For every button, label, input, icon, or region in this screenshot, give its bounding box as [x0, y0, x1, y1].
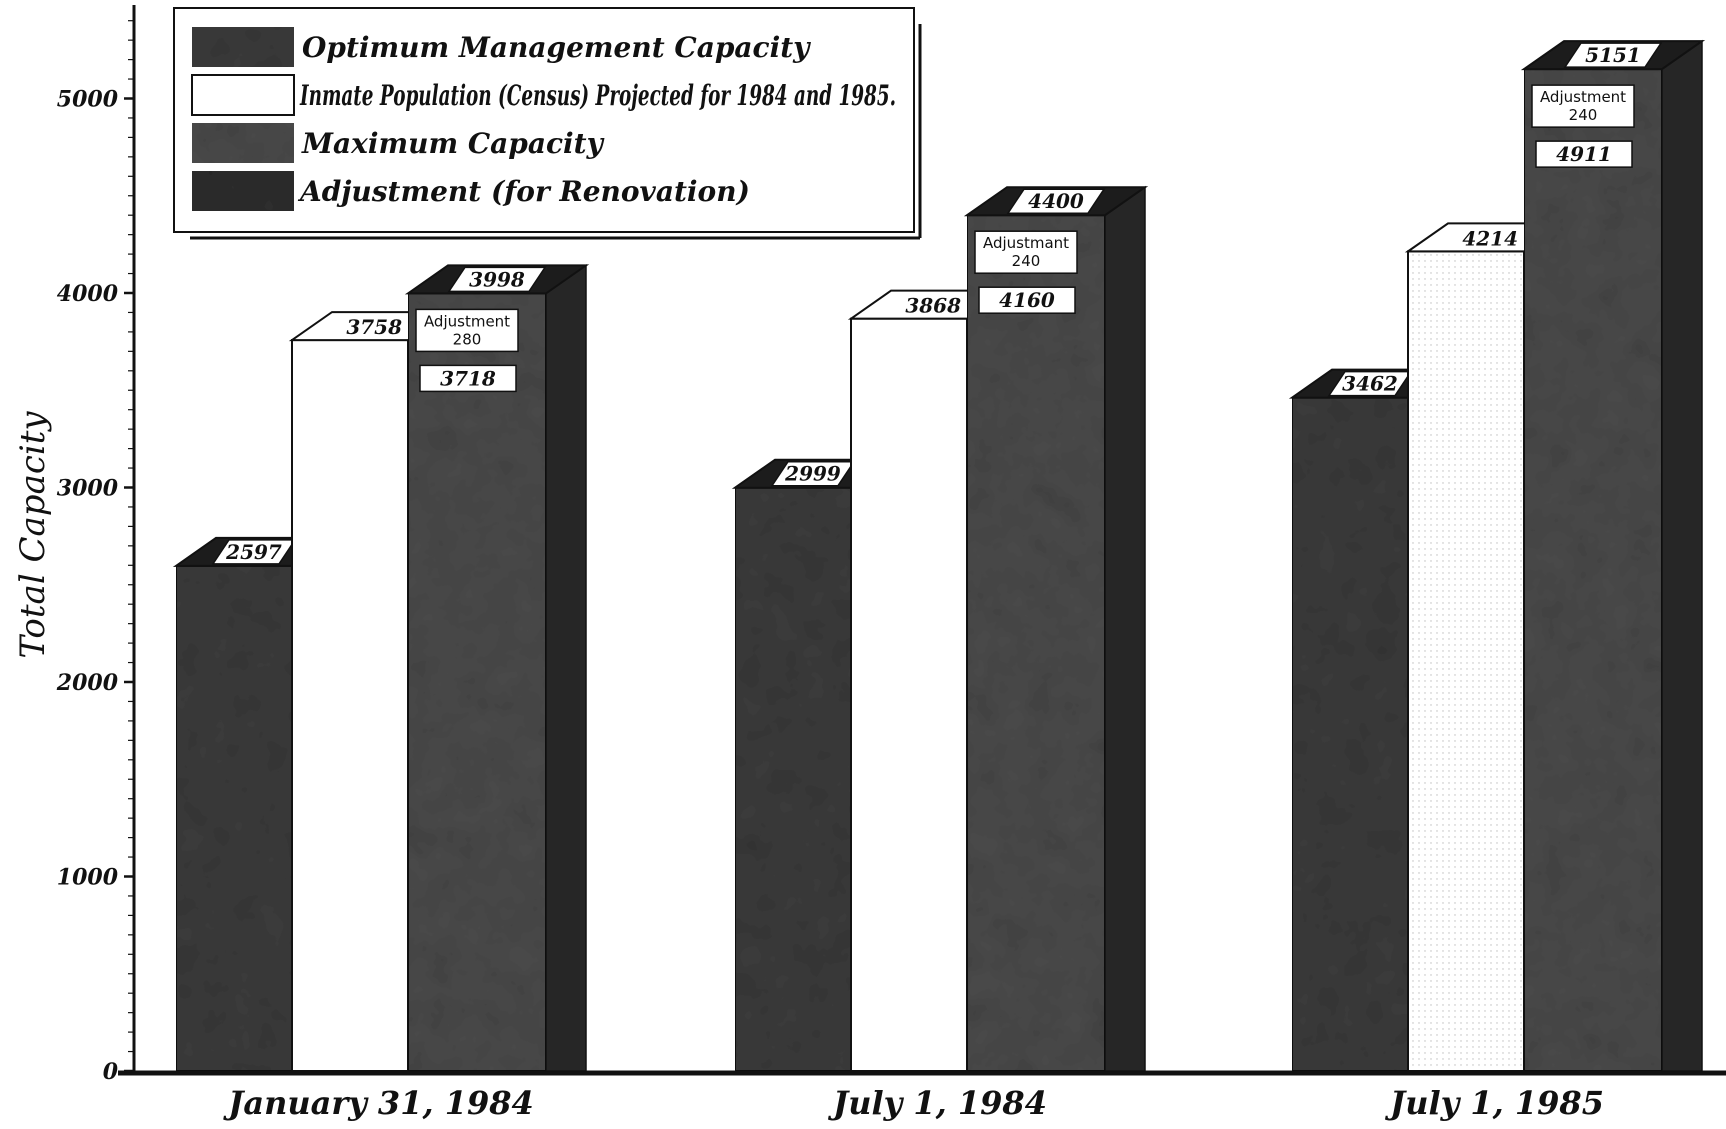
y-tick-label: 4000	[57, 281, 119, 307]
y-axis-ticks: 0 1000 2000 3000 4000 5000	[56, 87, 119, 1086]
bar-total-0-tag	[447, 266, 547, 293]
bar-total-2-value-label: 5151	[1585, 43, 1641, 67]
x-category-label: July 1, 1984	[827, 1084, 1047, 1122]
bar-inmate-1-value-label: 3868	[905, 294, 961, 318]
y-axis-title: Total Capacity	[13, 411, 53, 659]
x-category-label: January 31, 1984	[222, 1084, 534, 1122]
maximum-box-0	[419, 364, 517, 393]
adjustment-value-2: 240	[1569, 106, 1598, 124]
bar-total-1-tag	[1006, 188, 1106, 214]
bar-total-2-tag	[1563, 42, 1663, 68]
adjustment-box-0	[415, 308, 519, 353]
maximum-box-1	[978, 286, 1076, 314]
y-tick-label: 2000	[56, 670, 119, 696]
legend-label-maximum: Maximum Capacity	[301, 127, 605, 160]
bar-maximum-2	[1523, 68, 1663, 1073]
bar-maximum-1-value-label: 4160	[999, 288, 1055, 312]
bar-maximum-0-side	[545, 263, 587, 1072]
y-axis-minor-ticks	[124, 20, 134, 1073]
bar-optimum-0-value-label: 2597	[225, 540, 282, 564]
legend-frame	[173, 7, 915, 233]
legend-swatch-maximum	[192, 123, 294, 163]
bar-inmate-0-value-label: 3758	[346, 315, 402, 339]
bar-optimum-1-tag	[770, 460, 856, 487]
legend: Optimum Management Capacity Inmate Popul…	[173, 7, 922, 240]
bar-optimum-2-tag	[1327, 370, 1413, 397]
adjustment-word-0: Adjustment	[424, 312, 510, 330]
adjustment-word-2: Adjustment	[1540, 88, 1626, 106]
bar-optimum-1	[734, 486, 852, 1072]
bar-inmate-2-value-label: 4214	[1462, 226, 1518, 250]
legend-label-optimum: Optimum Management Capacity	[302, 31, 811, 64]
bar-optimum-2-value-label: 3462	[1342, 372, 1398, 396]
bar-inmate-0	[291, 339, 409, 1073]
legend-swatch-inmate	[191, 74, 295, 116]
maximum-box-2	[1535, 140, 1633, 168]
y-tick-label: 3000	[57, 476, 119, 502]
legend-label-adjustment: Adjustment (for Renovation)	[297, 175, 750, 208]
y-tick-label: 5000	[57, 87, 119, 113]
bar-optimum-1-value-label: 2999	[784, 462, 841, 486]
adjustment-word-1: Adjustmant	[983, 234, 1069, 252]
y-tick-label: 1000	[57, 865, 119, 891]
adjustment-value-0: 280	[453, 330, 482, 348]
adjustment-value-1: 240	[1012, 252, 1041, 270]
bar-maximum-1	[966, 214, 1106, 1072]
bar-optimum-0	[175, 564, 293, 1072]
adjustment-box-1	[974, 230, 1078, 274]
y-tick-label: 0	[103, 1059, 119, 1085]
x-category-label: July 1, 1985	[1384, 1084, 1604, 1122]
bar-optimum-0-tag	[211, 539, 297, 565]
bar-maximum-2-value-label: 4911	[1556, 142, 1612, 166]
bar-inmate-1	[850, 317, 968, 1072]
adjustment-box-2	[1531, 84, 1635, 128]
legend-label-inmate: Inmate Population (Census) Projected for…	[299, 79, 896, 112]
bar-maximum-0	[407, 292, 547, 1073]
bar-maximum-0-value-label: 3718	[440, 366, 496, 390]
bar-total-0-value-label: 3998	[469, 267, 525, 291]
bar-inmate-2	[1407, 250, 1525, 1072]
legend-swatch-adjustment	[192, 171, 294, 211]
legend-swatch-optimum	[192, 27, 294, 67]
bar-maximum-2-side	[1661, 39, 1703, 1072]
bar-optimum-2	[1291, 396, 1409, 1072]
bar-maximum-1-side	[1104, 185, 1146, 1072]
bar-total-1-value-label: 4400	[1028, 189, 1084, 213]
